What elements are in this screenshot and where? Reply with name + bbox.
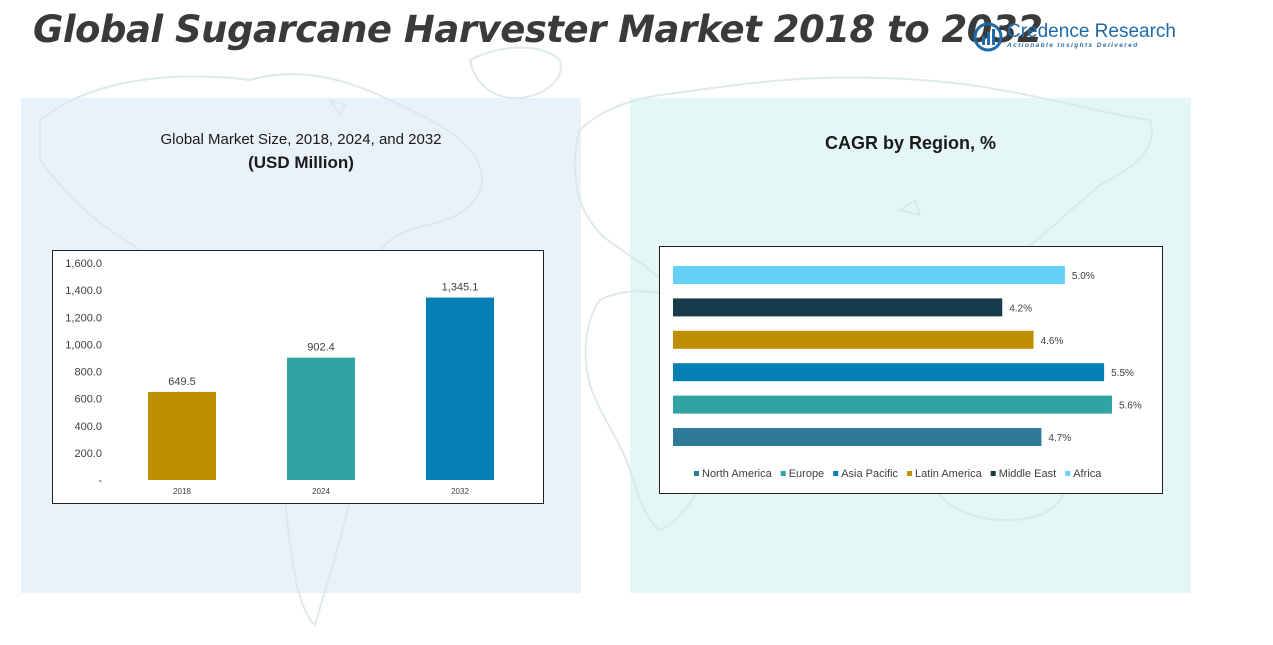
legend-label: Latin America (915, 468, 983, 480)
x-tick-label: 2024 (312, 487, 330, 496)
y-tick-label: 600.0 (74, 394, 102, 406)
data-label-north-america: 4.7% (1048, 433, 1071, 444)
market-size-chart: - 200.0 400.0 600.0 800.0 1,000.0 1,200.0 1,400… (52, 250, 544, 504)
legend-label: North America (702, 468, 773, 480)
y-tick-label: 1,600.0 (65, 258, 102, 270)
market-size-bar-chart: - 200.0 400.0 600.0 800.0 1,000.0 1,200.0 1,400… (65, 258, 494, 496)
data-label-middle-east: 4.2% (1009, 303, 1032, 314)
bar-europe (673, 395, 1112, 414)
legend-swatch (833, 471, 839, 476)
data-label-asia-pacific: 5.5% (1111, 368, 1134, 379)
page-title: Global Sugarcane Harvester Market 2018 t… (33, 8, 1043, 51)
y-tick-label: 800.0 (74, 367, 102, 379)
market-size-chart-title: Global Market Size, 2018, 2024, and 2032 (160, 131, 442, 148)
legend-swatch (907, 471, 913, 476)
bar-africa (673, 266, 1065, 284)
y-tick-label: 1,000.0 (65, 339, 102, 351)
brand-tagline: Actionable Insights Delivered (1007, 42, 1139, 49)
bar-2032 (426, 297, 494, 480)
data-label-africa: 5.0% (1072, 271, 1095, 282)
credence-logo-icon (973, 22, 1003, 52)
data-label-latin-america: 4.6% (1041, 336, 1064, 347)
legend-label: Middle East (999, 468, 1056, 480)
bar-north-america (673, 428, 1042, 446)
bar-asia-pacific (673, 363, 1105, 382)
y-tick-label: 1,200.0 (65, 312, 102, 324)
y-tick-label: 400.0 (74, 421, 102, 433)
market-size-chart-subtitle: (USD Million) (248, 153, 354, 172)
x-tick-label: 2032 (451, 487, 469, 496)
bar-2018 (148, 391, 216, 480)
legend-swatch (780, 471, 786, 476)
y-tick-label: - (98, 475, 102, 487)
legend-label: Asia Pacific (841, 468, 898, 480)
data-label-2018: 649.5 (168, 376, 196, 388)
bar-middle-east (673, 298, 1003, 317)
cagr-horizontal-bar-chart: 4.7% 5.6% 5.5% 4.6% 4.2% 5.0% North America Eur… (673, 266, 1142, 480)
data-label-europe: 5.6% (1119, 401, 1142, 412)
legend-swatch (694, 471, 699, 476)
cagr-chart-title: CAGR by Region, % (824, 133, 996, 153)
legend-label: Africa (1073, 468, 1102, 480)
cagr-chart: 4.7% 5.6% 5.5% 4.6% 4.2% 5.0% North America Eur… (659, 246, 1163, 494)
legend-label: Europe (789, 468, 824, 480)
y-tick-label: 1,400.0 (65, 285, 102, 297)
brand-name: Credence Research (1007, 21, 1176, 42)
brand-logo: Credence Research Actionable Insights De… (973, 20, 1176, 54)
legend-swatch (1065, 471, 1071, 476)
x-tick-label: 2018 (173, 487, 191, 496)
bar-2024 (287, 357, 355, 480)
y-tick-label: 200.0 (74, 448, 102, 460)
data-label-2032: 1,345.1 (442, 282, 479, 294)
legend-swatch (990, 471, 996, 476)
data-label-2024: 902.4 (307, 342, 335, 354)
bar-latin-america (673, 330, 1034, 349)
